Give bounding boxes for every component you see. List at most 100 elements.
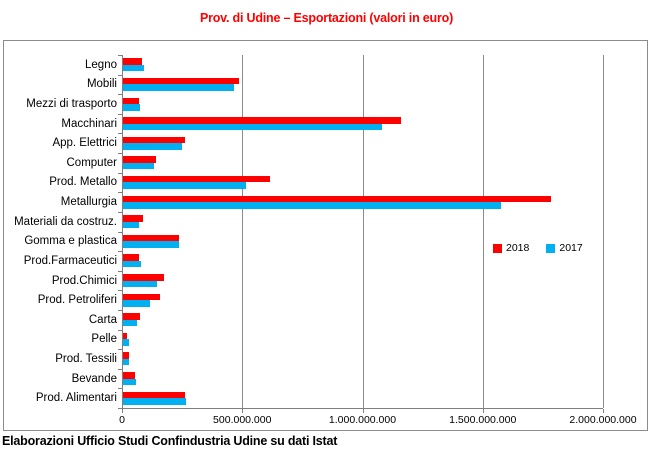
bar-2017 (122, 221, 139, 229)
x-tick-label: 500.000.000 (213, 414, 272, 426)
category-label: Materiali da costruz. (14, 215, 117, 228)
x-tick-mark (242, 409, 244, 413)
bar-2017 (122, 241, 179, 248)
category-row (122, 271, 603, 291)
legend-item-2018: 2018 (493, 242, 529, 254)
x-tick-mark (603, 409, 604, 413)
y-tick-mark (118, 74, 122, 76)
category-label: Metallurgia (60, 196, 117, 209)
bar-2017 (122, 300, 151, 307)
bar-2017 (122, 319, 137, 327)
bar-2017 (122, 280, 158, 287)
bar-2018 (122, 175, 271, 183)
category-label: Prod.Farmaceutici (23, 254, 117, 267)
bar-2017 (122, 260, 141, 268)
y-tick-mark (118, 133, 122, 135)
y-tick-mark (118, 251, 122, 253)
x-tick-label: 1.000.000.000 (328, 414, 397, 426)
bar-2018 (122, 391, 185, 399)
category-row (122, 330, 603, 350)
category-row (122, 212, 603, 232)
y-tick-mark (118, 55, 122, 56)
bar-2018 (122, 254, 140, 261)
bar-2017 (122, 398, 187, 405)
y-tick-mark (118, 192, 122, 194)
category-row (122, 133, 603, 153)
category-label: Legno (85, 58, 117, 71)
bar-2018 (122, 77, 239, 85)
category-row (122, 192, 603, 212)
bar-2017 (122, 202, 501, 209)
category-row (122, 173, 603, 193)
legend: 2018 2017 (493, 242, 583, 254)
bar-2018 (122, 274, 164, 281)
category-label: Computer (66, 156, 118, 169)
category-row (122, 94, 603, 114)
y-tick-mark (118, 172, 122, 174)
y-tick-mark (118, 270, 122, 272)
bar-2017 (122, 358, 130, 366)
y-tick-mark (118, 309, 122, 311)
x-tick-label: 1.500.000.000 (449, 414, 517, 426)
bar-2017 (122, 162, 154, 170)
category-row (122, 369, 603, 389)
y-axis-line (122, 55, 123, 408)
category-label: Macchinari (61, 117, 117, 130)
bar-2018 (122, 215, 143, 222)
gridline (603, 55, 604, 408)
chart-title: Prov. di Udine – Esportazioni (valori in… (199, 11, 454, 25)
y-tick-mark (118, 113, 122, 115)
y-tick-mark (118, 349, 122, 351)
legend-item-2017: 2017 (546, 242, 583, 254)
category-label: Prod. Alimentari (35, 392, 117, 405)
category-row (122, 290, 603, 310)
category-label: Pelle (91, 333, 117, 346)
gridline (242, 55, 244, 408)
bar-2018 (122, 117, 401, 124)
y-tick-mark (118, 153, 122, 155)
chart-area: Legno Mobili Mezzi di trasporto Macchinari A… (3, 40, 648, 431)
category-row (122, 114, 603, 134)
y-tick-mark (118, 329, 122, 331)
bar-2017 (122, 143, 183, 150)
legend-swatch-2018-icon (493, 243, 502, 253)
bar-2018 (122, 352, 130, 359)
y-tick-mark (118, 231, 122, 233)
category-row (122, 75, 603, 95)
plot-area (122, 55, 604, 408)
category-label: Prod. Metallo (49, 176, 117, 189)
y-tick-mark (118, 211, 122, 213)
bar-2018 (122, 156, 157, 163)
y-tick-mark (118, 290, 122, 292)
category-row (122, 231, 603, 251)
category-label: Prod. Tessili (55, 352, 117, 365)
category-label: App. Elettrici (52, 137, 117, 150)
bar-2017 (122, 123, 382, 131)
category-row (122, 349, 603, 369)
x-tick-mark (482, 409, 484, 413)
bar-2017 (122, 84, 234, 91)
bar-rows (122, 55, 603, 408)
legend-swatch-2017-icon (546, 243, 556, 253)
x-tick-label: 2.000.000.000 (569, 414, 637, 426)
legend-label: 2018 (506, 242, 530, 254)
y-tick-mark (118, 94, 122, 96)
y-tick-mark (118, 368, 122, 370)
category-label: Mobili (86, 78, 117, 91)
x-tick-mark (362, 409, 364, 413)
gridline (362, 55, 364, 408)
bar-2017 (122, 378, 136, 386)
y-tick-mark (118, 388, 122, 390)
category-label: Bevande (71, 372, 117, 385)
bar-2017 (122, 104, 140, 111)
category-label: Gomma e plastica (24, 235, 117, 248)
category-row (122, 388, 603, 408)
bar-2018 (122, 97, 139, 105)
bar-2018 (122, 372, 136, 379)
bar-2018 (122, 234, 180, 242)
bar-2018 (122, 313, 140, 320)
category-row (122, 153, 603, 173)
bar-2018 (122, 136, 186, 144)
x-tick-label: 0 (119, 414, 125, 426)
